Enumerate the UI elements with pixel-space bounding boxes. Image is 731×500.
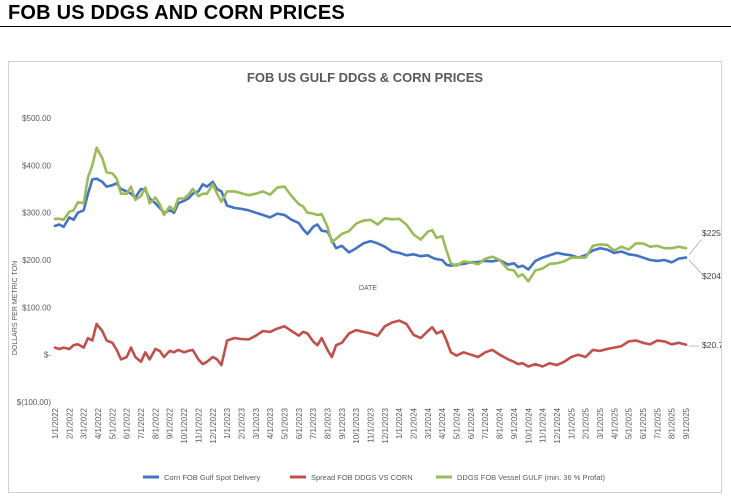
x-tick-label: 3/1/2023 bbox=[252, 407, 261, 439]
page-heading: FOB US DDGS AND CORN PRICES bbox=[8, 2, 345, 24]
y-tick-label: $- bbox=[44, 351, 51, 360]
chart-frame: FOB US GULF DDGS & CORN PRICES DOLLARS P… bbox=[8, 61, 731, 493]
y-tick-label: $300.00 bbox=[22, 209, 51, 218]
x-tick-label: 9/1/2024 bbox=[510, 407, 519, 439]
x-axis-label: DATE bbox=[359, 285, 377, 292]
annotation-leader bbox=[688, 239, 702, 256]
end-value-annotations: $225.00 $204.22 $20.78 bbox=[688, 228, 731, 350]
x-tick-label: 8/1/2024 bbox=[496, 407, 505, 439]
x-tick-label: 5/1/2022 bbox=[108, 407, 117, 439]
x-tick-label: 10/1/2023 bbox=[352, 407, 361, 443]
x-tick-label: 7/1/2023 bbox=[309, 407, 318, 439]
x-tick-label: 6/1/2025 bbox=[639, 407, 648, 439]
x-tick-label: 7/1/2024 bbox=[481, 407, 490, 439]
y-tick-label: $200.00 bbox=[22, 256, 51, 265]
x-tick-label: 2/1/2023 bbox=[237, 407, 246, 439]
x-tick-label: 2/1/2024 bbox=[410, 407, 419, 439]
x-tick-label: 1/1/2022 bbox=[51, 407, 60, 439]
x-tick-label: 12/1/2022 bbox=[209, 407, 218, 443]
x-tick-label: 7/1/2025 bbox=[653, 407, 662, 439]
x-tick-label: 5/1/2025 bbox=[625, 407, 634, 439]
x-tick-label: 5/1/2023 bbox=[280, 407, 289, 439]
x-tick-label: 1/1/2024 bbox=[395, 407, 404, 439]
x-tick-label: 4/1/2022 bbox=[94, 407, 103, 439]
x-tick-label: 10/1/2022 bbox=[180, 407, 189, 443]
x-tick-label: 4/1/2024 bbox=[438, 407, 447, 439]
end-value-label: $204.22 bbox=[702, 271, 721, 281]
y-tick-label: $100.00 bbox=[22, 303, 51, 312]
y-tick-label: $(100.00) bbox=[17, 398, 52, 407]
series-line-1 bbox=[53, 319, 688, 368]
x-tick-label: 8/1/2022 bbox=[151, 407, 160, 439]
x-tick-label: 9/1/2022 bbox=[166, 407, 175, 439]
series-lines bbox=[53, 146, 688, 368]
x-tick-label: 2/1/2025 bbox=[582, 407, 591, 439]
x-tick-label: 3/1/2025 bbox=[596, 407, 605, 439]
x-tick-label: 12/1/2023 bbox=[381, 407, 390, 443]
annotation-leader bbox=[688, 259, 703, 275]
x-tick-label: 4/1/2023 bbox=[266, 407, 275, 439]
x-tick-label: 9/1/2025 bbox=[682, 407, 691, 439]
x-tick-label: 11/1/2023 bbox=[367, 407, 376, 443]
y-tick-label: $500.00 bbox=[22, 114, 51, 123]
series-line-2 bbox=[53, 146, 688, 283]
heading-divider bbox=[0, 26, 731, 27]
x-tick-label: 6/1/2023 bbox=[295, 407, 304, 439]
end-value-label: $20.78 bbox=[702, 340, 721, 350]
y-axis-label: DOLLARS PER METRIC TON bbox=[12, 261, 19, 355]
x-tick-label: 7/1/2022 bbox=[137, 407, 146, 439]
series-line-0 bbox=[53, 177, 688, 271]
x-tick-label: 1/1/2023 bbox=[223, 407, 232, 439]
x-tick-label: 9/1/2023 bbox=[338, 407, 347, 439]
x-tick-label: 3/1/2022 bbox=[80, 407, 89, 439]
end-value-label: $225.00 bbox=[702, 228, 721, 238]
x-tick-label: 11/1/2022 bbox=[194, 407, 203, 443]
x-tick-label: 6/1/2024 bbox=[467, 407, 476, 439]
legend-label: Spread FOB DDGS VS CORN bbox=[311, 473, 413, 482]
price-line-chart: FOB US GULF DDGS & CORN PRICES DOLLARS P… bbox=[12, 70, 731, 482]
x-tick-label: 5/1/2024 bbox=[453, 407, 462, 439]
x-tick-label: 1/1/2025 bbox=[567, 407, 576, 439]
x-tick-label: 4/1/2025 bbox=[610, 407, 619, 439]
legend-label: DDGS FOB Vessel GULF (min. 36 % Profat) bbox=[457, 473, 605, 482]
legend-label: Corn FOB Gulf Spot Delivery bbox=[164, 473, 261, 482]
chart-legend: Corn FOB Gulf Spot Delivery Spread FOB DD… bbox=[143, 473, 605, 482]
chart-title: FOB US GULF DDGS & CORN PRICES bbox=[247, 70, 484, 85]
x-tick-label: 3/1/2024 bbox=[424, 407, 433, 439]
x-axis-ticks: 1/1/2022 2/1/2022 3/1/2022 4/1/2022 5/1/2022… bbox=[51, 407, 691, 443]
x-tick-label: 11/1/2024 bbox=[539, 407, 548, 443]
x-tick-label: 8/1/2025 bbox=[668, 407, 677, 439]
x-tick-label: 6/1/2022 bbox=[123, 407, 132, 439]
x-tick-label: 12/1/2024 bbox=[553, 407, 562, 443]
y-tick-label: $400.00 bbox=[22, 161, 51, 170]
x-tick-label: 2/1/2022 bbox=[65, 407, 74, 439]
x-tick-label: 8/1/2023 bbox=[323, 407, 332, 439]
x-tick-label: 10/1/2024 bbox=[524, 407, 533, 443]
y-axis-ticks: $500.00 $400.00 $300.00 $200.00 $100.00 $- $(1… bbox=[17, 114, 52, 407]
